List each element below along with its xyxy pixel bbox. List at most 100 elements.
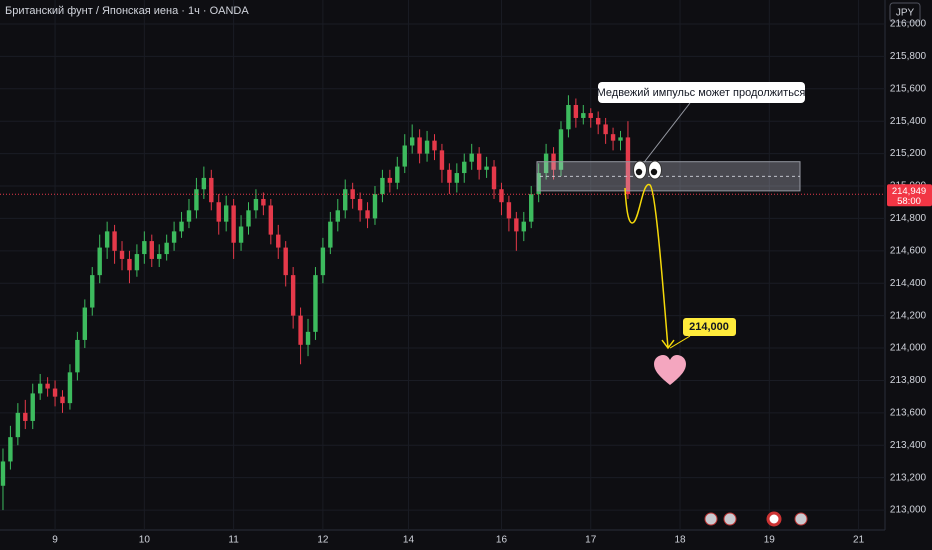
candle-body (380, 177, 385, 195)
candle-body (142, 241, 147, 255)
candle-body (476, 153, 482, 170)
candle-body (469, 153, 474, 162)
x-tick-label: 9 (52, 535, 58, 546)
candle-body (290, 275, 296, 316)
candle-body (588, 113, 593, 118)
candle-body (23, 412, 28, 421)
y-tick-label: 214,200 (890, 310, 927, 321)
plot (0, 95, 631, 511)
candle-body (186, 210, 192, 222)
event-icon[interactable] (704, 512, 718, 526)
candle-body (365, 210, 370, 219)
last-price-tag (887, 184, 932, 207)
candle-body (45, 383, 50, 389)
candle-body (179, 221, 184, 232)
x-tick-label: 16 (496, 535, 508, 546)
candle-body (328, 221, 333, 248)
candle-body (67, 372, 73, 404)
candle-body (157, 254, 162, 259)
x-tick-label: 17 (585, 535, 597, 546)
candle-body (52, 388, 58, 397)
y-tick-label: 213,200 (890, 472, 927, 483)
candle-body (60, 396, 65, 404)
overlay: Медвежий импульс может продолжиться 214,0… (0, 82, 885, 385)
chart-title: Британский фунт / Японская иена · 1ч · O… (5, 5, 249, 17)
candle-body (618, 137, 623, 141)
candle-body (253, 198, 259, 211)
candle-body (171, 231, 177, 243)
currency[interactable]: JPY (896, 8, 915, 19)
x-tick-label: 14 (403, 535, 415, 546)
candle-body (566, 104, 571, 130)
y-tick-label: 215,400 (890, 116, 927, 127)
candle-body (0, 461, 6, 486)
candle-body (603, 124, 608, 135)
candle-body (372, 194, 378, 219)
candle-body (595, 117, 601, 125)
candle-body (112, 231, 117, 251)
currency-box[interactable] (889, 2, 921, 23)
annotation-pointer (641, 102, 691, 166)
pupil (635, 168, 643, 176)
candle-body (409, 137, 415, 146)
candle-body (543, 153, 549, 174)
candle-body (127, 258, 132, 271)
candle-body (82, 307, 88, 340)
countdown: 58:00 (897, 196, 921, 207)
candle-body (506, 202, 512, 219)
candle-body (357, 198, 363, 211)
candle-body (231, 205, 236, 243)
x-tick-label: 10 (139, 535, 151, 546)
candle-body (581, 113, 586, 118)
candle-body (37, 383, 43, 394)
candle-body (499, 189, 504, 203)
candle-body (261, 198, 266, 206)
event-icons (704, 511, 808, 527)
candle-body (104, 231, 110, 248)
forecast-arrow (661, 339, 675, 350)
y-tick-label: 213,800 (890, 375, 927, 386)
candle-body (90, 275, 95, 308)
candle-body (432, 140, 437, 151)
candle-body (395, 166, 400, 183)
pupil (650, 168, 658, 176)
candle-body (320, 247, 326, 276)
candle-body (238, 226, 244, 243)
candle-body (276, 234, 281, 248)
candle-body (209, 177, 214, 203)
target-label: 214,000 (689, 321, 729, 333)
candle-body (97, 247, 102, 276)
last-price-label: 214,949 (892, 186, 926, 197)
candle-body (75, 339, 80, 373)
y-tick-label: 214,600 (890, 245, 927, 256)
candle-body (625, 137, 631, 195)
event-icon[interactable] (723, 512, 737, 526)
candle-body (201, 177, 207, 190)
candle-body (417, 137, 422, 154)
y-tick-label: 214,400 (890, 278, 927, 289)
y-tick-label: 213,600 (890, 407, 927, 418)
candle-body (558, 129, 564, 170)
y-tick-label: 216,000 (890, 19, 927, 30)
y-tick-label: 215,200 (890, 148, 927, 159)
candle-body (335, 210, 340, 222)
candle-body (305, 331, 311, 345)
candle-body (454, 173, 460, 183)
forecast-path (624, 184, 669, 349)
x-tick-label: 18 (674, 535, 686, 546)
annotation-text: Медвежий импульс может продолжиться (597, 87, 806, 99)
candle-body (149, 241, 154, 259)
y-tick-label: 215,800 (890, 51, 927, 62)
event-icon[interactable] (794, 512, 808, 526)
candle-body (134, 254, 140, 271)
event-icon[interactable] (766, 511, 782, 527)
candle-body (298, 315, 303, 345)
candle-body (15, 412, 21, 438)
y-tick-label: 213,400 (890, 440, 927, 451)
target-pointer (669, 335, 691, 349)
candle-body (424, 140, 430, 154)
candle-body (439, 150, 445, 170)
annotation-box (598, 82, 805, 103)
